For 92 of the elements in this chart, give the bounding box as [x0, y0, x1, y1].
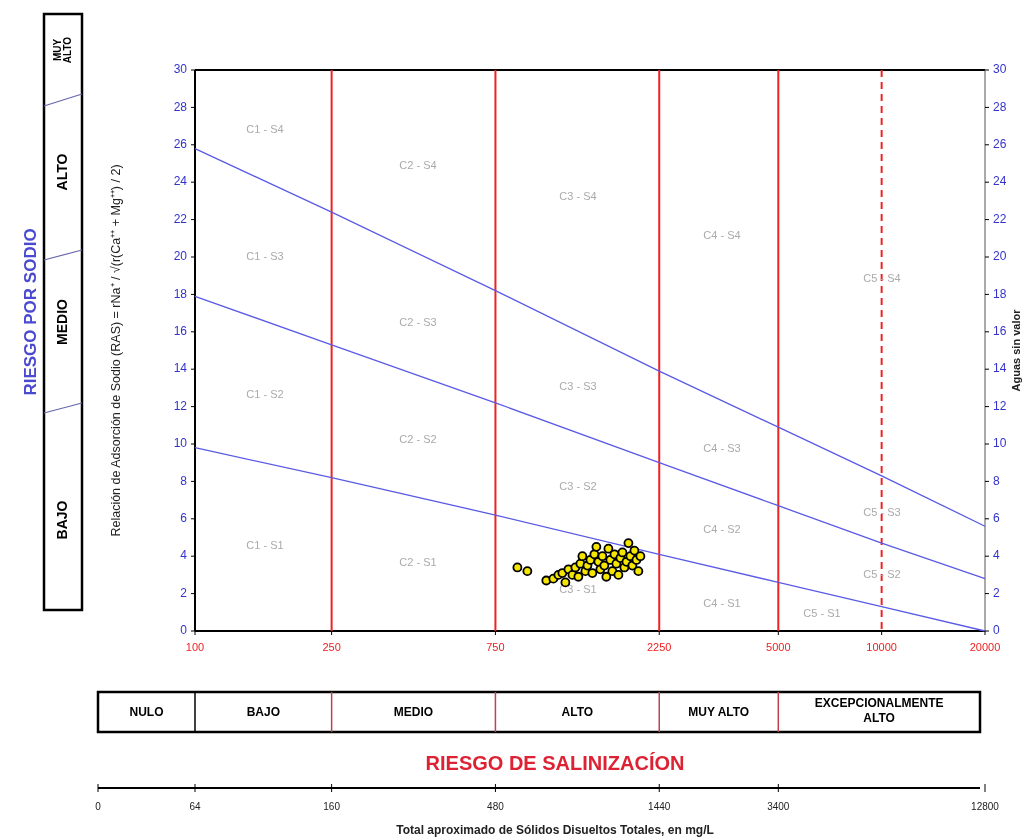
annotation: C5 - S4 — [863, 271, 901, 284]
annotation: C4 - S4 — [703, 228, 741, 241]
x-tick-label: 2250 — [647, 641, 672, 653]
text: 160 — [323, 801, 341, 812]
y-tick-label: 6 — [180, 510, 188, 525]
y-tick-label: 16 — [173, 323, 188, 338]
text: BAJO — [53, 500, 70, 540]
x-tick-label: 10000 — [866, 641, 897, 653]
y2-tick-label: 4 — [993, 548, 1000, 563]
y2-tick-label: 2 — [993, 585, 1000, 600]
text: MUY ALTO — [52, 36, 73, 64]
text: 1440 — [648, 801, 671, 812]
y2-tick-label: 28 — [993, 99, 1007, 114]
x-tick-label: 5000 — [766, 641, 791, 653]
annotation: C3 - S4 — [559, 189, 597, 202]
y-tick-label: 10 — [173, 436, 188, 451]
annotation: C1 - S1 — [246, 538, 284, 551]
annotation: C2 - S4 — [399, 158, 437, 171]
point — [573, 571, 584, 582]
point — [601, 571, 612, 582]
text: 12800 — [971, 801, 1000, 812]
y2-tick-label: 10 — [993, 436, 1007, 451]
y2-tick-label: 0 — [993, 623, 1000, 638]
annotation: C5 - S2 — [863, 567, 901, 580]
y-tick-label: 24 — [173, 174, 188, 189]
x-tick-label: 20000 — [969, 641, 1001, 653]
y2-tick-label: 18 — [993, 286, 1007, 301]
point — [613, 570, 624, 580]
annotation: C4 - S1 — [703, 596, 741, 609]
text: BAJO — [246, 705, 280, 720]
y-tick-label: 12 — [173, 398, 188, 413]
text: MEDIO — [393, 705, 434, 720]
y-tick-label: 14 — [173, 361, 188, 376]
text: ALTO — [561, 705, 594, 720]
text: 3400 — [767, 801, 790, 812]
text: MUY ALTO — [688, 705, 750, 720]
text: 0 — [95, 801, 102, 812]
y-tick-label: 18 — [173, 286, 188, 301]
x-tick-label: 750 — [486, 641, 505, 653]
point — [587, 568, 598, 578]
annotation: C2 - S3 — [399, 315, 437, 328]
y2-axis-title: Aguas sin valor — [1010, 308, 1022, 392]
y-tick-label: 28 — [173, 99, 188, 114]
point — [617, 547, 628, 558]
text: ALTO — [53, 153, 70, 191]
point — [603, 543, 614, 554]
y2-tick-label: 12 — [993, 398, 1007, 413]
y2-tick-label: 6 — [993, 510, 1000, 525]
y2-tick-label: 14 — [993, 361, 1007, 376]
y2-tick-label: 30 — [993, 62, 1007, 77]
y-tick-label: 2 — [180, 585, 188, 600]
text: Total aproximado de Sólidos Disueltos Totales, en mg/L — [396, 823, 714, 837]
x-tick-label: 250 — [322, 641, 341, 653]
annotation: C2 - S1 — [399, 555, 437, 568]
annotation: C4 - S2 — [703, 522, 741, 535]
x-tick-label: 100 — [185, 641, 205, 653]
text: 64 — [189, 801, 201, 812]
annotation: C1 - S3 — [246, 249, 284, 262]
y2-tick-label: 24 — [993, 174, 1007, 189]
y2-tick-label: 8 — [993, 473, 1000, 488]
text: EXCEPCIONALMENTE ALTO — [814, 696, 944, 725]
y-tick-label: 0 — [180, 623, 188, 638]
text: RIESGO DE SALINIZACÍON — [425, 752, 685, 774]
text: 480 — [487, 801, 505, 812]
annotation: C3 - S2 — [559, 479, 597, 492]
point — [577, 551, 588, 562]
y2-tick-label: 22 — [993, 211, 1007, 226]
y-tick-label: 26 — [173, 136, 188, 151]
text: MEDIO — [53, 298, 70, 345]
annotation: C5 - S1 — [803, 606, 841, 619]
y-tick-label: 30 — [173, 62, 188, 77]
point — [591, 541, 602, 552]
annotation: C2 - S2 — [399, 432, 437, 445]
text: RIESGO POR SODIO — [21, 228, 41, 396]
point — [623, 538, 634, 549]
y2-tick-label: 20 — [993, 249, 1007, 264]
point — [597, 551, 608, 562]
annotation: C5 - S3 — [863, 505, 901, 518]
annotation: C4 - S3 — [703, 441, 741, 454]
y-tick-label: 8 — [180, 473, 188, 488]
point — [633, 566, 644, 577]
y-tick-label: 22 — [173, 211, 188, 226]
annotation: C3 - S3 — [559, 379, 597, 392]
y2-tick-label: 16 — [993, 323, 1007, 338]
y-tick-label: 4 — [180, 548, 188, 563]
y-axis-title: Relación de Adsorción de Sodio (RAS) = rNa⁺ / √(r(Ca⁺⁺ + Mg⁺⁺) / 2) — [109, 164, 123, 537]
y-tick-label: 20 — [173, 249, 188, 264]
y2-tick-label: 26 — [993, 136, 1007, 151]
annotation: C1 - S4 — [246, 122, 284, 135]
text: NULO — [129, 705, 164, 720]
point — [635, 551, 646, 562]
annotation: C1 - S2 — [246, 387, 284, 400]
